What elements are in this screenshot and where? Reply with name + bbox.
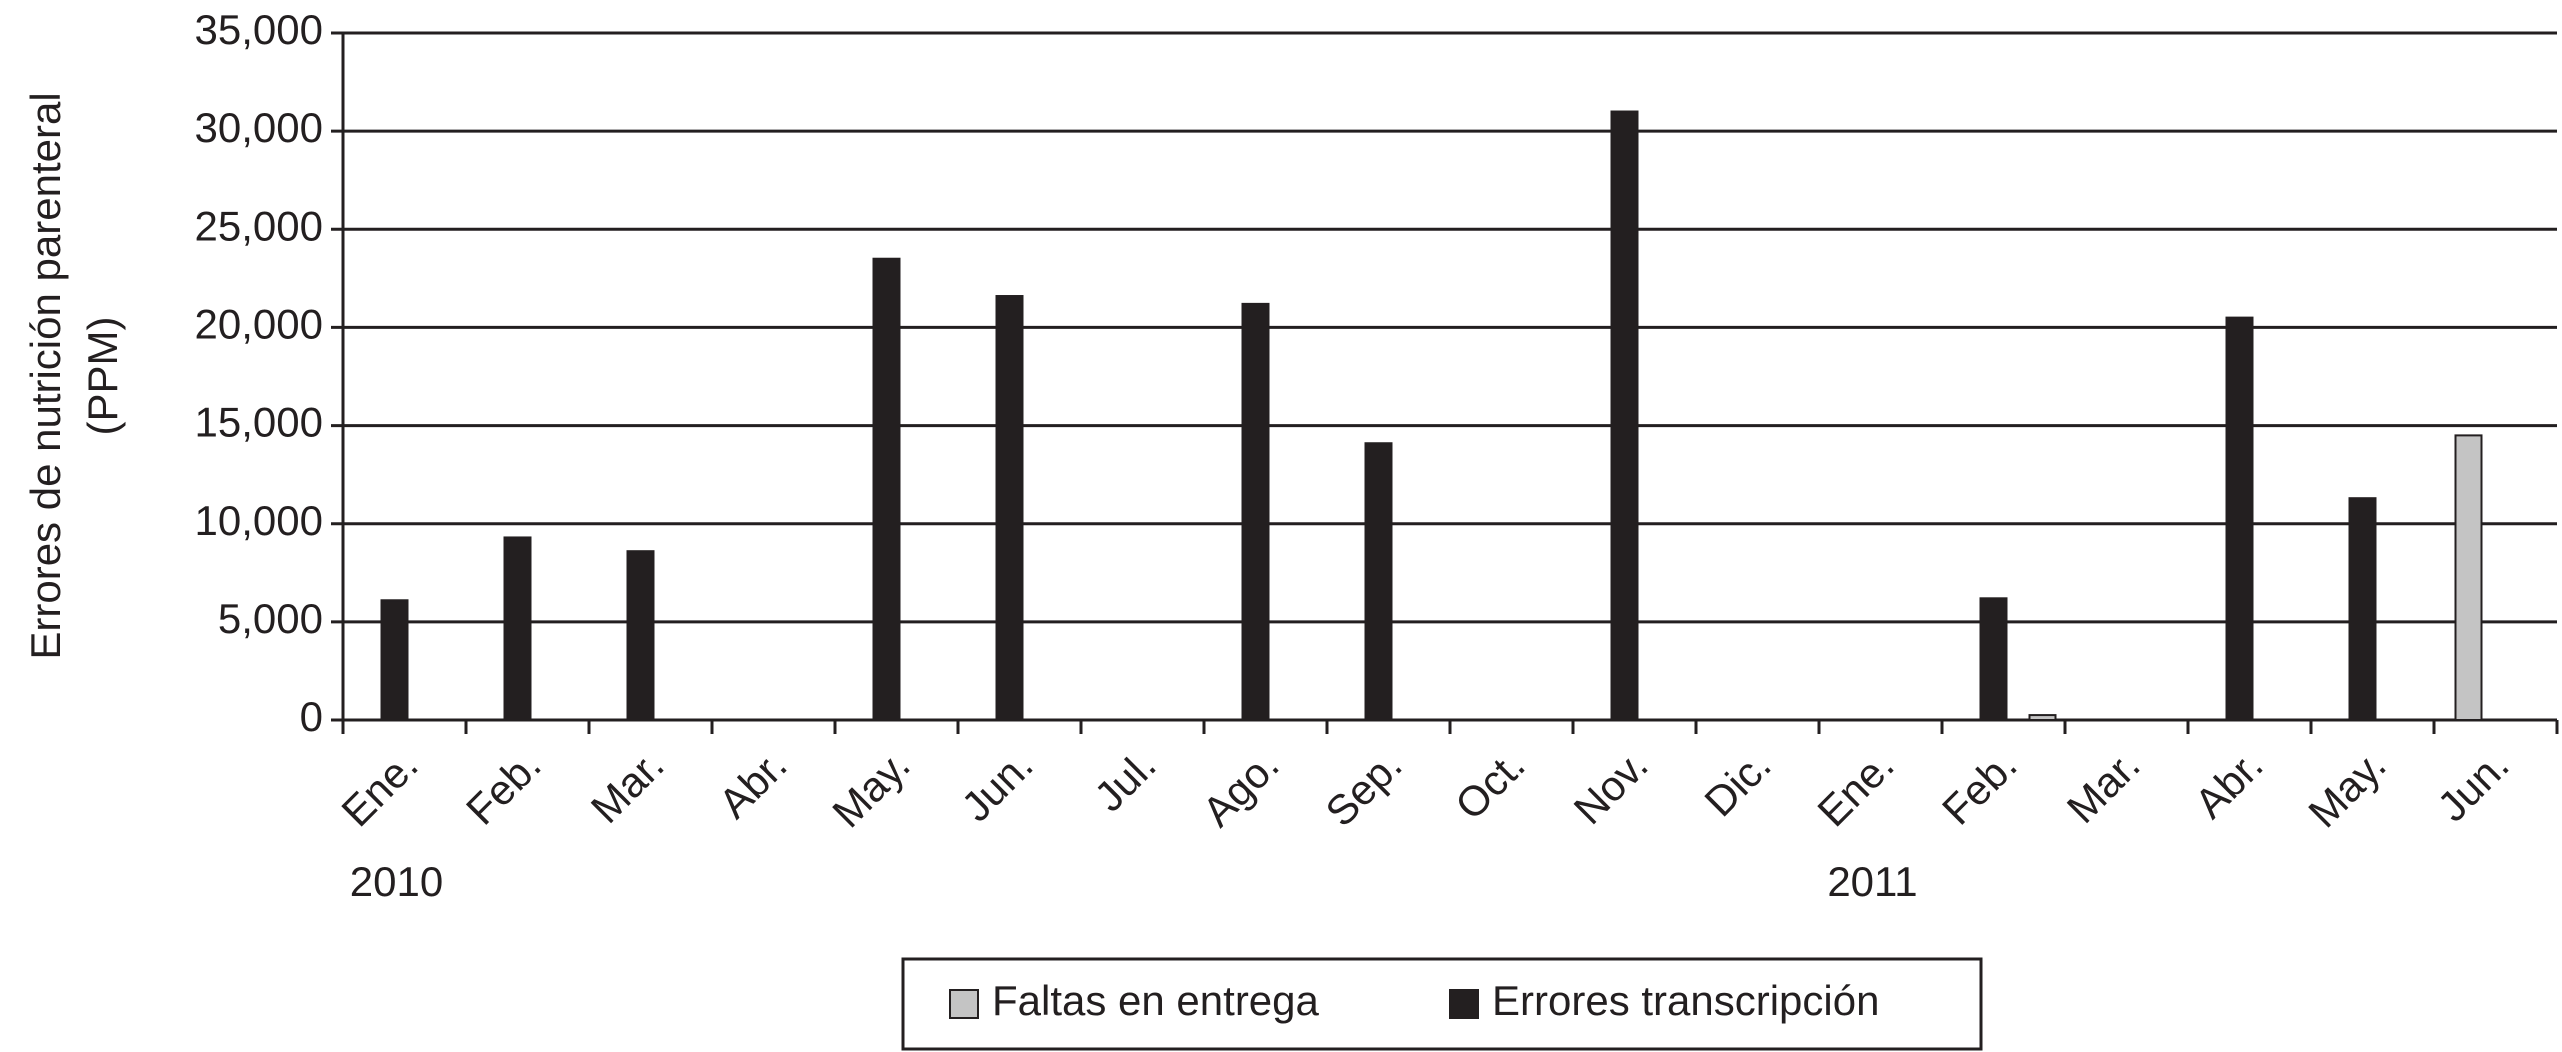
y-tick-label: 30,000: [195, 104, 323, 151]
bar: [1364, 442, 1393, 721]
bar: [1610, 110, 1639, 721]
x-tick-label: Abr.: [2186, 741, 2272, 827]
x-tick-label: May.: [823, 741, 918, 836]
legend-label: Errores transcripción: [1492, 977, 1879, 1024]
x-tick-label: May.: [2299, 741, 2394, 836]
x-tick-label: Ago.: [1193, 741, 1287, 835]
bar: [2028, 714, 2057, 721]
y-tick-label: 0: [300, 693, 323, 740]
bar: [380, 599, 409, 721]
x-tick-label: Mar.: [582, 741, 673, 832]
y-tick-label: 35,000: [195, 6, 323, 53]
x-tick-label: Mar.: [2058, 741, 2149, 832]
y-tick-label: 25,000: [195, 202, 323, 249]
x-tick-label: Ene.: [332, 741, 426, 835]
x-tick-label: Feb.: [457, 741, 550, 834]
x-group-label: 2011: [1827, 858, 1917, 905]
bar: [2454, 434, 2483, 721]
x-tick-label: Jun.: [2428, 741, 2517, 830]
bar: [1979, 597, 2008, 721]
bar: [2348, 497, 2377, 721]
legend-swatch: [949, 989, 979, 1019]
bar: [872, 257, 901, 721]
y-axis-title: (PPM): [79, 317, 126, 436]
bar: [1241, 302, 1270, 721]
legend-swatch: [1449, 989, 1479, 1019]
x-tick-label: Jun.: [952, 741, 1041, 830]
y-tick-label: 5,000: [218, 595, 323, 642]
legend-label: Faltas en entrega: [992, 977, 1320, 1024]
y-tick-label: 10,000: [195, 497, 323, 544]
bar: [995, 295, 1024, 721]
x-tick-label: Sep.: [1316, 741, 1410, 835]
y-axis-title: Errores de nutrición parenteral: [22, 92, 69, 659]
bar: [2225, 316, 2254, 721]
x-tick-label: Abr.: [710, 741, 796, 827]
x-tick-label: Jul.: [1085, 741, 1164, 820]
x-tick-label: Feb.: [1933, 741, 2026, 834]
x-group-label: 2010: [350, 858, 443, 905]
x-tick-label: Ene.: [1808, 741, 1902, 835]
bar: [626, 550, 655, 721]
legend-box: [901, 957, 1983, 1051]
x-tick-label: Oct.: [1446, 741, 1534, 829]
x-tick-label: Nov.: [1565, 741, 1657, 833]
x-tick-label: Dic.: [1695, 741, 1779, 825]
y-tick-label: 15,000: [195, 399, 323, 446]
bar: [503, 536, 532, 721]
y-tick-label: 20,000: [195, 301, 323, 348]
